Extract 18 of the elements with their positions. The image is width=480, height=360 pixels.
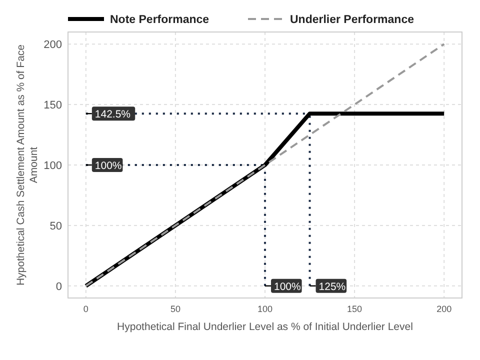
y-tick-label: 0	[56, 280, 62, 293]
x-axis-title: Hypothetical Final Underlier Level as % of Initial Underlier Level	[117, 321, 413, 333]
y-tick-label: 150	[44, 100, 62, 112]
y-tick-label: 50	[50, 220, 62, 232]
x-tick-label: 200	[436, 304, 452, 314]
ref-line-label: 142.5%	[94, 108, 131, 121]
x-tick-label: 100	[257, 304, 273, 314]
legend-label: Underlier Performance	[290, 14, 414, 26]
ref-line-label: 100%	[94, 160, 122, 172]
x-tick-label: 150	[347, 304, 362, 314]
ref-line-label: 100%	[274, 280, 301, 293]
x-tick-label: 50	[170, 304, 180, 314]
y-tick-label: 100	[44, 160, 62, 172]
legend-label: Note Performance	[110, 14, 210, 26]
ref-line-label: 125%	[318, 280, 346, 293]
y-axis-title: Hypothetical Cash Settlement Amount as % of Face Amount	[15, 44, 40, 286]
x-tick-label: 0	[83, 304, 88, 314]
y-tick-label: 200	[44, 39, 62, 52]
